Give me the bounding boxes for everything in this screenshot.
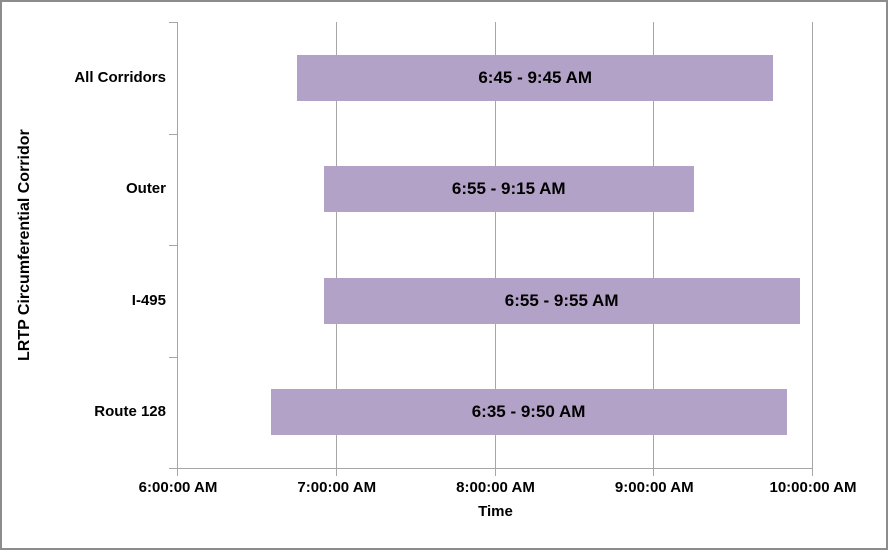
y-axis-line [177,22,178,469]
y-axis-tick [169,356,177,358]
y-axis-title: LRTP Circumferential Corridor [16,129,33,361]
x-axis-tick [335,468,337,476]
x-axis-tick-label: 10:00:00 AM [769,479,857,496]
category-label: Route 128 [94,403,166,421]
time-bar: 6:55 - 9:55 AM [323,277,800,324]
x-axis-tick [653,468,655,476]
time-bar: 6:55 - 9:15 AM [323,166,694,213]
bar-label: 6:35 - 9:50 AM [471,402,586,422]
x-axis-tick-label: 6:00:00 AM [138,479,218,496]
y-axis-tick [169,468,177,469]
x-axis-tick-label: 7:00:00 AM [297,479,377,496]
time-bar: 6:45 - 9:45 AM [297,54,774,101]
time-bar: 6:35 - 9:50 AM [270,389,787,436]
y-axis-tick [169,245,177,246]
y-axis-tick [169,133,177,135]
x-axis-tick-label: 8:00:00 AM [456,479,535,496]
x-axis-tick [177,468,178,476]
y-axis-tick [169,22,177,23]
gridline [335,22,337,468]
category-label: All Corridors [74,68,166,86]
x-axis-tick [494,468,496,476]
bar-label: 6:55 - 9:15 AM [451,179,566,199]
category-label: I-495 [131,291,166,309]
x-axis-title: Time [478,503,513,520]
category-label: Outer [125,180,166,198]
x-axis-tick [812,468,813,476]
gridline [494,22,496,468]
gridline [653,22,655,468]
bar-label: 6:45 - 9:45 AM [478,67,593,87]
gridline [812,22,813,468]
x-axis-tick-label: 9:00:00 AM [614,479,694,496]
bar-label: 6:55 - 9:55 AM [504,290,619,310]
